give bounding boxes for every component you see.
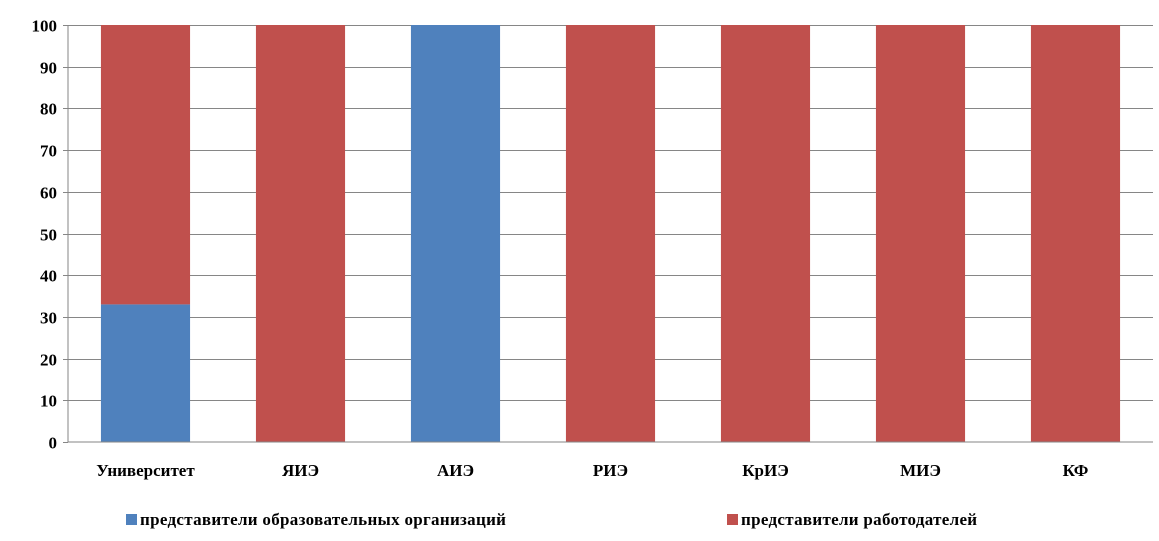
bar-segment-educational bbox=[100, 304, 191, 442]
y-tick-label: 70 bbox=[40, 142, 57, 161]
y-tick-label: 40 bbox=[40, 267, 57, 286]
legend-swatch-educational bbox=[126, 514, 137, 525]
bar-segment-employers bbox=[100, 25, 191, 305]
legend-label-educational: представители образовательных организаци… bbox=[140, 510, 506, 529]
x-category-label: КрИЭ bbox=[742, 461, 789, 480]
bar-segment-employers bbox=[720, 25, 811, 442]
bars bbox=[100, 25, 1121, 442]
y-tick-label: 50 bbox=[40, 226, 57, 245]
y-tick-label: 20 bbox=[40, 351, 57, 370]
legend-swatch-employers bbox=[727, 514, 738, 525]
legend-label-employers: представители работодателей bbox=[741, 510, 977, 529]
y-tick-label: 60 bbox=[40, 184, 57, 203]
y-tick-label: 30 bbox=[40, 309, 57, 328]
y-tick-label: 10 bbox=[40, 392, 57, 411]
x-category-label: МИЭ bbox=[900, 461, 941, 480]
x-category-label: АИЭ bbox=[437, 461, 474, 480]
x-category-label: РИЭ bbox=[593, 461, 628, 480]
x-category-label: Университет bbox=[96, 461, 195, 480]
x-category-labels: Университет ЯИЭ АИЭ РИЭ КрИЭ МИЭ КФ bbox=[96, 461, 1088, 480]
y-tick-labels: 0 10 20 30 40 50 60 70 80 90 100 bbox=[32, 17, 68, 453]
bar-segment-employers bbox=[255, 25, 346, 442]
bar-segment-employers bbox=[875, 25, 966, 442]
x-category-label: КФ bbox=[1063, 461, 1089, 480]
bar-segment-employers bbox=[1030, 25, 1121, 442]
bar-segment-educational bbox=[410, 25, 501, 442]
x-category-label: ЯИЭ bbox=[282, 461, 319, 480]
y-tick-label: 0 bbox=[49, 434, 58, 453]
y-tick-label: 90 bbox=[40, 59, 57, 78]
axes bbox=[67, 25, 1153, 443]
bar-segment-employers bbox=[565, 25, 656, 442]
y-tick-label: 100 bbox=[32, 17, 58, 36]
legend: представители образовательных организаци… bbox=[126, 510, 977, 529]
y-tick-label: 80 bbox=[40, 100, 57, 119]
